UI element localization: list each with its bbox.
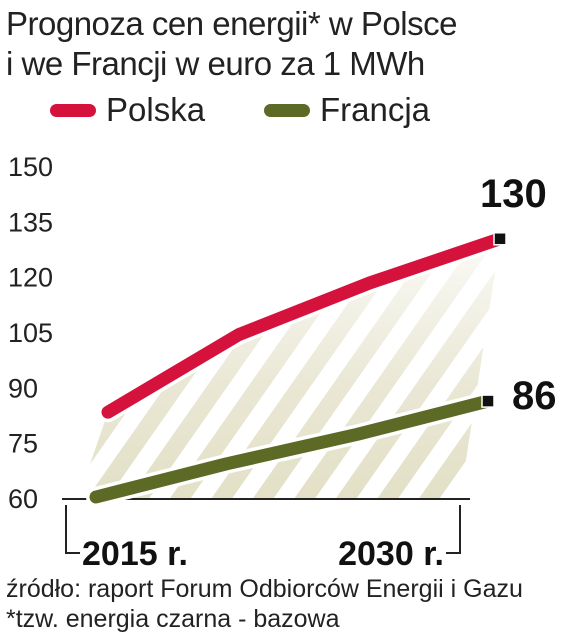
series-polska-end-marker [493,232,507,246]
y-tick-label: 135 [8,207,53,237]
y-tick-label: 150 [8,152,53,182]
line-chart: 60 75 90 105 120 135 150 130 86 2015 r. 2030 r. [8,152,557,573]
series-francja-end-marker [481,394,495,408]
x-bracket-start [65,505,80,554]
y-tick-label: 105 [8,318,53,348]
legend-label-polska: Polska [106,91,206,128]
legend-swatch-polska [50,103,96,117]
x-tick-label-start: 2015 r. [82,535,188,573]
footnote: *tzw. energia czarna - bazowa [6,605,340,633]
title-line-1: Prognoza cen energii* w Polsce [6,5,457,42]
legend-swatch-francja [264,103,310,117]
y-tick-label: 90 [8,373,38,403]
x-tick-label-end: 2030 r. [338,535,444,573]
legend-item-francja: Francja [264,90,430,130]
y-tick-label: 120 [8,263,53,293]
y-tick-label: 60 [8,484,38,514]
y-tick-label: 75 [8,429,38,459]
series-francja-end-label: 86 [512,374,557,418]
series-polska-end-label: 130 [480,172,547,216]
title-line-2: i we Francji w euro za 1 MWh [6,45,425,82]
series-polska-line [101,232,507,419]
source-note: źródło: raport Forum Odbiorców Energii i… [6,575,523,603]
x-bracket-end [446,505,461,554]
chart-title: Prognoza cen energii* w Polsce i we Fran… [6,4,566,84]
legend-label-francja: Francja [320,91,431,128]
legend-item-polska: Polska [50,90,205,130]
series-francja-line [89,394,495,504]
